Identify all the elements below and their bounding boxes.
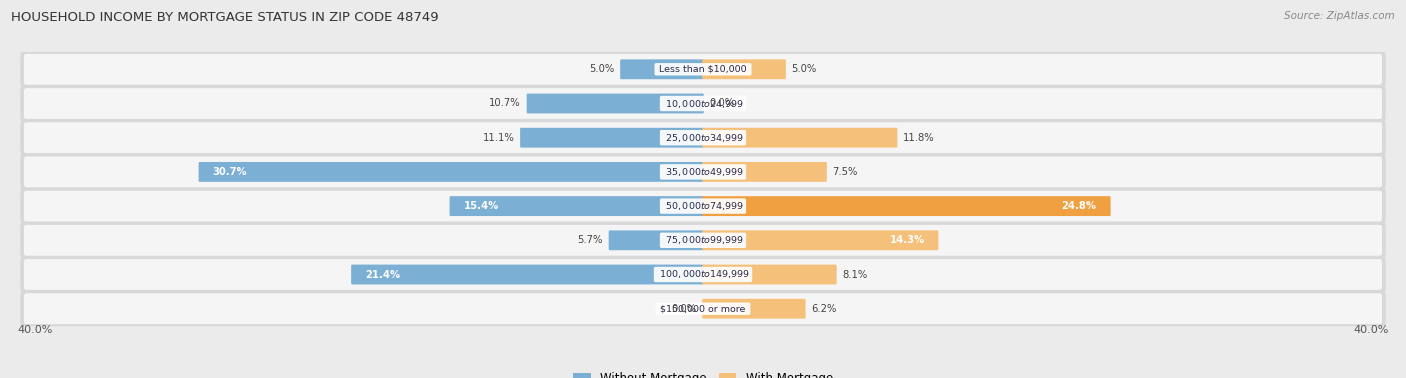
Text: 30.7%: 30.7%: [212, 167, 247, 177]
FancyBboxPatch shape: [20, 86, 1386, 121]
FancyBboxPatch shape: [24, 122, 1382, 153]
Text: 0.0%: 0.0%: [671, 304, 696, 314]
Text: 21.4%: 21.4%: [366, 270, 401, 279]
Text: 24.8%: 24.8%: [1062, 201, 1097, 211]
FancyBboxPatch shape: [20, 189, 1386, 223]
Text: 7.5%: 7.5%: [832, 167, 858, 177]
FancyBboxPatch shape: [702, 162, 827, 182]
FancyBboxPatch shape: [24, 191, 1382, 222]
Text: 6.2%: 6.2%: [811, 304, 837, 314]
Text: $10,000 to $24,999: $10,000 to $24,999: [662, 98, 744, 110]
Text: 15.4%: 15.4%: [464, 201, 499, 211]
Text: $35,000 to $49,999: $35,000 to $49,999: [662, 166, 744, 178]
Text: $50,000 to $74,999: $50,000 to $74,999: [662, 200, 744, 212]
FancyBboxPatch shape: [702, 299, 806, 319]
FancyBboxPatch shape: [20, 155, 1386, 189]
FancyBboxPatch shape: [198, 162, 704, 182]
Text: 40.0%: 40.0%: [1354, 325, 1389, 335]
FancyBboxPatch shape: [702, 59, 786, 79]
Text: 40.0%: 40.0%: [17, 325, 52, 335]
FancyBboxPatch shape: [702, 196, 1111, 216]
FancyBboxPatch shape: [20, 120, 1386, 155]
FancyBboxPatch shape: [20, 52, 1386, 87]
Text: HOUSEHOLD INCOME BY MORTGAGE STATUS IN ZIP CODE 48749: HOUSEHOLD INCOME BY MORTGAGE STATUS IN Z…: [11, 11, 439, 24]
FancyBboxPatch shape: [20, 257, 1386, 292]
FancyBboxPatch shape: [24, 293, 1382, 324]
FancyBboxPatch shape: [24, 54, 1382, 85]
FancyBboxPatch shape: [702, 265, 837, 284]
FancyBboxPatch shape: [352, 265, 704, 284]
Text: Source: ZipAtlas.com: Source: ZipAtlas.com: [1284, 11, 1395, 21]
FancyBboxPatch shape: [24, 156, 1382, 187]
FancyBboxPatch shape: [24, 259, 1382, 290]
Legend: Without Mortgage, With Mortgage: Without Mortgage, With Mortgage: [568, 367, 838, 378]
Text: 11.1%: 11.1%: [482, 133, 515, 143]
FancyBboxPatch shape: [20, 223, 1386, 258]
Text: 10.7%: 10.7%: [489, 99, 520, 108]
FancyBboxPatch shape: [609, 230, 704, 250]
FancyBboxPatch shape: [520, 128, 704, 148]
Text: 8.1%: 8.1%: [842, 270, 868, 279]
FancyBboxPatch shape: [24, 88, 1382, 119]
FancyBboxPatch shape: [702, 230, 938, 250]
Text: $25,000 to $34,999: $25,000 to $34,999: [662, 132, 744, 144]
FancyBboxPatch shape: [24, 225, 1382, 256]
Text: 5.0%: 5.0%: [792, 64, 817, 74]
FancyBboxPatch shape: [702, 128, 897, 148]
FancyBboxPatch shape: [20, 291, 1386, 326]
Text: Less than $10,000: Less than $10,000: [657, 65, 749, 74]
Text: 14.3%: 14.3%: [890, 235, 925, 245]
FancyBboxPatch shape: [450, 196, 704, 216]
Text: $75,000 to $99,999: $75,000 to $99,999: [662, 234, 744, 246]
Text: 11.8%: 11.8%: [903, 133, 935, 143]
Text: $150,000 or more: $150,000 or more: [658, 304, 748, 313]
Text: 0.0%: 0.0%: [710, 99, 735, 108]
FancyBboxPatch shape: [527, 94, 704, 113]
Text: 5.7%: 5.7%: [578, 235, 603, 245]
Text: $100,000 to $149,999: $100,000 to $149,999: [655, 268, 751, 280]
Text: 5.0%: 5.0%: [589, 64, 614, 74]
FancyBboxPatch shape: [620, 59, 704, 79]
